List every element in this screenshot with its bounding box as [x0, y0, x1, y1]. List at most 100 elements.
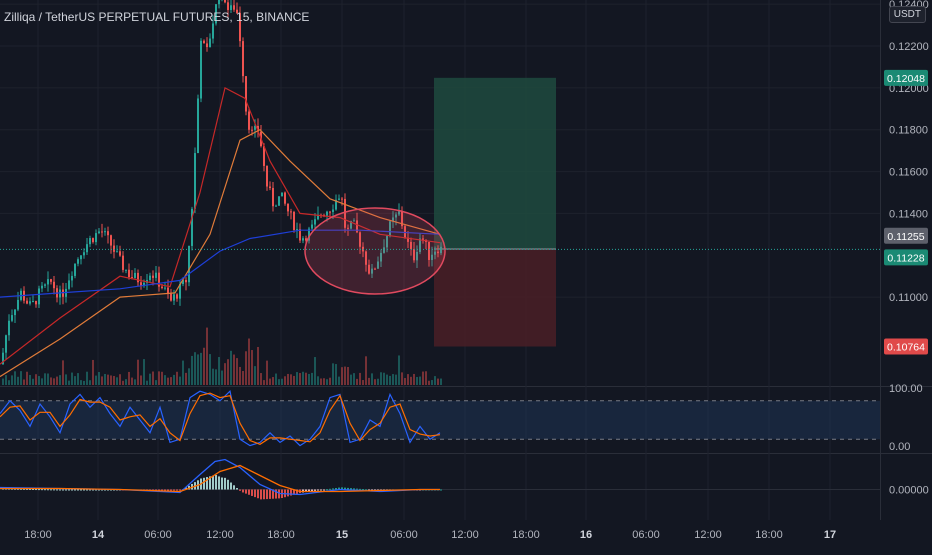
- macd-hist-bar: [62, 489, 64, 491]
- volume-bar: [227, 359, 229, 385]
- candle-body: [101, 231, 103, 233]
- volume-bar: [56, 376, 58, 385]
- candle-body: [434, 251, 436, 255]
- candle-body: [182, 279, 184, 285]
- volume-bar: [83, 380, 85, 385]
- macd-hist-bar: [155, 489, 157, 491]
- rsi-d-line: [0, 392, 441, 445]
- x-tick-label: 12:00: [206, 529, 234, 541]
- volume-bar: [113, 375, 115, 385]
- macd-hist-bar: [41, 489, 43, 491]
- volume-bar: [179, 376, 181, 385]
- macd-hist-bar: [14, 488, 16, 490]
- candle-body: [113, 245, 115, 252]
- candle-body: [68, 280, 70, 289]
- volume-bar: [242, 370, 244, 385]
- volume-bar: [152, 371, 154, 385]
- candle-body: [272, 187, 274, 207]
- x-tick-label: 16: [580, 529, 592, 541]
- candle-body: [263, 146, 265, 166]
- candle-body: [176, 294, 178, 299]
- price-tag-stop: [884, 338, 928, 355]
- macd-hist-bar: [38, 489, 40, 491]
- macd-hist-bar: [251, 489, 253, 496]
- candle-body: [47, 279, 49, 285]
- volume-bar: [53, 378, 55, 385]
- macd-hist-bar: [362, 489, 364, 491]
- macd-hist-bar: [101, 489, 103, 491]
- volume-bar: [185, 372, 187, 385]
- volume-bar: [95, 375, 97, 385]
- volume-bar: [170, 377, 172, 385]
- candle-body: [314, 219, 316, 225]
- volume-bar: [215, 369, 217, 385]
- x-tick-label: 12:00: [451, 529, 479, 541]
- candle-body: [116, 251, 118, 253]
- macd-hist-bar: [323, 489, 325, 491]
- candle-body: [251, 129, 253, 131]
- x-tick-label: 18:00: [267, 529, 295, 541]
- candle-body: [269, 186, 271, 188]
- volume-bar: [65, 374, 67, 385]
- candles: [2, 0, 442, 366]
- macd-hist-bar: [17, 488, 19, 490]
- x-tick-label: 15: [336, 529, 348, 541]
- volume-bar: [8, 380, 10, 385]
- candle-body: [335, 199, 337, 210]
- volume-bar: [209, 354, 211, 385]
- macd-hist-bar: [329, 488, 331, 490]
- candle-body: [236, 9, 238, 14]
- volume-bar: [293, 375, 295, 385]
- volume-bar: [68, 380, 70, 385]
- macd-hist-bar: [290, 489, 292, 496]
- volume-bar: [278, 379, 280, 385]
- volume-bar: [299, 373, 301, 385]
- candle-body: [152, 275, 154, 278]
- macd-hist-bar: [350, 488, 352, 490]
- moving-average-ema_fast: [0, 87, 441, 365]
- candle-body: [35, 300, 37, 305]
- macd-hist-bar: [71, 489, 73, 491]
- macd-hist-bar: [176, 489, 178, 491]
- volume-bar: [365, 356, 367, 385]
- volume-bar: [371, 373, 373, 385]
- volume-bar: [272, 377, 274, 385]
- candle-body: [398, 211, 400, 215]
- volume-bar: [374, 379, 376, 385]
- candle-body: [140, 282, 142, 286]
- volume-bar: [110, 375, 112, 385]
- candle-body: [344, 198, 346, 228]
- candle-body: [299, 229, 301, 241]
- candle-body: [26, 300, 28, 304]
- currency-badge[interactable]: USDT: [888, 6, 926, 23]
- candle-body: [248, 111, 250, 130]
- candle-body: [224, 0, 226, 3]
- volume-bar: [143, 359, 145, 385]
- candle-body: [2, 352, 4, 365]
- volume-bar: [122, 380, 124, 385]
- y-tick-label: 0.11800: [889, 125, 928, 137]
- volume-bar: [434, 376, 436, 385]
- candle-body: [410, 241, 412, 250]
- volume-bar: [317, 376, 319, 385]
- candle-body: [11, 315, 13, 321]
- candle-body: [428, 242, 430, 260]
- volume-bar: [140, 375, 142, 385]
- y-tick-label: 0.12000: [889, 83, 929, 95]
- macd-hist-bar: [92, 489, 94, 491]
- volume-bar: [74, 376, 76, 385]
- volume-bar: [29, 374, 31, 385]
- candle-body: [257, 125, 259, 132]
- volume-bar: [338, 376, 340, 385]
- volume-bar: [431, 380, 433, 385]
- candle-body: [98, 231, 100, 234]
- macd-hist-bar: [104, 489, 106, 491]
- candle-body: [149, 275, 151, 281]
- macd-hist-bar: [47, 489, 49, 491]
- candle-body: [41, 285, 43, 289]
- volume-bar: [146, 380, 148, 385]
- volume-bar: [413, 373, 415, 385]
- volume-bar: [389, 375, 391, 385]
- macd-hist-bar: [80, 489, 82, 491]
